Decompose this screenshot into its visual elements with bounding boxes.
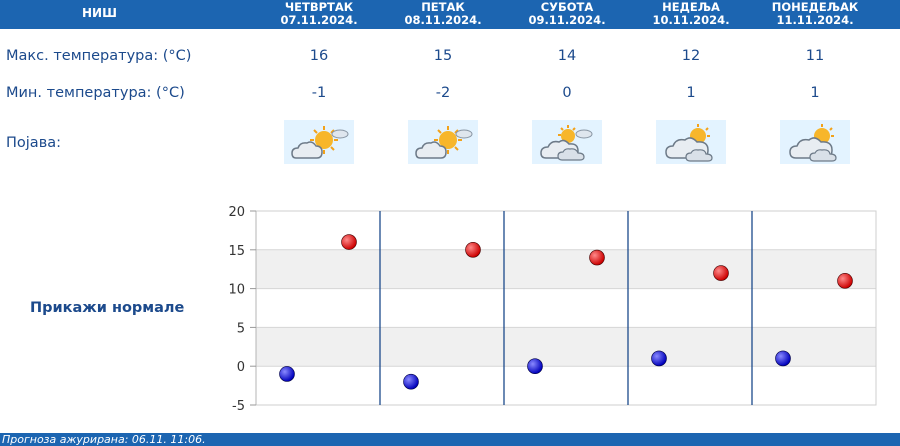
max-temp-point — [713, 265, 729, 281]
forecast-header: НИШ ЧЕТВРТАК 07.11.2024. ПЕТАК 08.11.202… — [0, 0, 900, 29]
chart-y-tick-label: 10 — [228, 283, 245, 298]
phenomenon-label: Појава: — [6, 135, 62, 151]
footer-bar: Прогноза ажурирана: 06.11. 11:06. — [0, 433, 900, 446]
day-date: 07.11.2024. — [280, 13, 358, 27]
city-name: НИШ — [82, 6, 117, 20]
max-temp-value: 15 — [433, 48, 453, 64]
day-name: ПОНЕДЕЉАК — [771, 0, 859, 14]
day-name: НЕДЕЉА — [662, 0, 720, 14]
max-temp-value: 16 — [309, 48, 329, 64]
max-temp-label: Макс. температура: (°C) — [6, 48, 192, 64]
mostly-cloudy-icon — [532, 120, 602, 164]
max-temp-point — [341, 234, 357, 250]
day-header-5: ПОНЕДЕЉАК 11.11.2024. — [760, 1, 870, 27]
min-temp-point — [775, 350, 791, 367]
max-temp-value: 14 — [557, 48, 577, 64]
sun-behind-cloud-icon — [408, 120, 478, 164]
chart-y-tick-label: 0 — [237, 360, 245, 375]
chart-band — [256, 327, 876, 367]
min-temp-value: 1 — [686, 85, 696, 101]
min-temp-point — [651, 350, 667, 367]
day-name: СУБОТА — [540, 0, 594, 14]
show-normals-link[interactable]: Прикажи нормале — [30, 300, 185, 316]
day-date: 10.11.2024. — [652, 13, 730, 27]
max-temp-point — [465, 242, 481, 258]
max-temp-value: 12 — [681, 48, 701, 64]
max-temp-value: 11 — [805, 48, 825, 64]
min-temp-value: 0 — [562, 85, 572, 101]
day-date: 09.11.2024. — [528, 13, 606, 27]
chart-y-tick-label: 5 — [237, 321, 245, 336]
chart-y-tick-label: 20 — [228, 205, 245, 220]
max-temp-point — [589, 249, 605, 266]
min-temp-value: -2 — [435, 85, 451, 101]
forecast-updated-text: Прогноза ажурирана: 06.11. 11:06. — [2, 433, 206, 446]
day-name: ПЕТАК — [421, 0, 465, 14]
day-name: ЧЕТВРТАК — [284, 0, 354, 14]
day-header-1: ЧЕТВРТАК 07.11.2024. — [264, 1, 374, 27]
day-date: 08.11.2024. — [404, 13, 482, 27]
min-temp-point — [403, 373, 419, 390]
chart-y-tick-label: 15 — [228, 244, 245, 259]
chart-y-tick-label: -5 — [232, 399, 245, 414]
cloudy-sun-icon — [656, 120, 726, 164]
min-temp-value: -1 — [311, 85, 327, 101]
max-temp-point — [837, 273, 853, 289]
min-temp-point — [279, 366, 295, 382]
day-header-4: НЕДЕЉА 10.11.2024. — [636, 1, 746, 27]
cloudy-sun-icon — [780, 120, 850, 164]
min-temp-point — [527, 358, 543, 375]
min-temp-label: Мин. температура: (°C) — [6, 85, 185, 101]
sun-behind-cloud-icon — [284, 120, 354, 164]
day-header-3: СУБОТА 09.11.2024. — [512, 1, 622, 27]
min-temp-value: 1 — [810, 85, 820, 101]
chart-band — [256, 249, 876, 289]
day-header-2: ПЕТАК 08.11.2024. — [388, 1, 498, 27]
day-date: 11.11.2024. — [776, 13, 854, 27]
